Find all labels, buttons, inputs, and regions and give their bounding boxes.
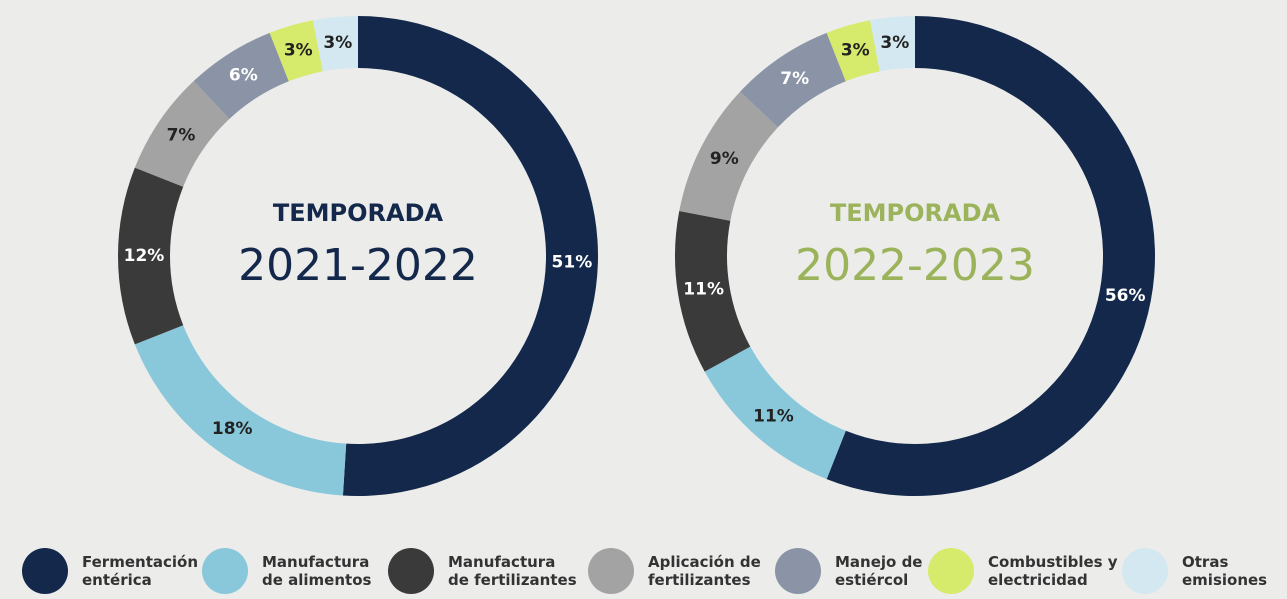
donut-segment — [193, 32, 289, 119]
donut-segment — [679, 91, 778, 221]
center-subtitle: 2022-2023 — [795, 240, 1035, 291]
center-title: TEMPORADA — [273, 199, 444, 227]
legend-swatch — [22, 548, 68, 594]
legend-swatch — [1122, 548, 1168, 594]
donut-segment — [134, 325, 347, 496]
legend-item: Otras emisiones — [1122, 548, 1287, 594]
center-title: TEMPORADA — [830, 199, 1001, 227]
data-label: 9% — [710, 149, 739, 169]
donut-segment — [704, 346, 846, 480]
data-label: 7% — [780, 69, 809, 89]
legend-item: Manejo de estiércol — [775, 548, 965, 594]
data-label: 3% — [841, 40, 870, 60]
legend-item: Combustibles y electricidad — [928, 548, 1118, 594]
legend-label: Combustibles y electricidad — [988, 553, 1118, 589]
donut-segment — [269, 20, 323, 82]
donut-segment — [870, 16, 915, 72]
data-label: 6% — [229, 65, 258, 85]
donut-segment — [342, 16, 599, 496]
data-label: 51% — [552, 253, 593, 273]
legend-item: Aplicación de fertilizantes — [588, 548, 778, 594]
data-label: 3% — [323, 33, 352, 53]
data-label: 11% — [683, 279, 724, 299]
donut-segment — [675, 211, 751, 372]
donut-segment — [313, 16, 358, 72]
legend-label: Manejo de estiércol — [835, 553, 923, 589]
donut-segment — [118, 167, 184, 345]
legend-label: Otras emisiones — [1182, 553, 1268, 589]
legend-swatch — [928, 548, 974, 594]
data-label: 3% — [880, 33, 909, 53]
legend-swatch — [388, 548, 434, 594]
legend-label: Manufactura de fertilizantes — [448, 553, 577, 589]
donut-segment — [740, 32, 846, 128]
data-label: 56% — [1105, 286, 1146, 306]
legend-swatch — [202, 548, 248, 594]
data-label: 7% — [167, 126, 196, 146]
donut-segment — [826, 16, 1156, 496]
center-subtitle: 2021-2022 — [238, 240, 478, 291]
legend-item: Fermentación entérica — [22, 548, 212, 594]
donut-segment — [826, 20, 880, 82]
legend-item: Manufactura de fertilizantes — [388, 548, 578, 594]
data-label: 18% — [212, 419, 253, 439]
data-label: 3% — [284, 40, 313, 60]
donut-segment — [134, 81, 230, 187]
legend-item: Manufactura de alimentos — [202, 548, 392, 594]
data-label: 12% — [124, 246, 165, 266]
legend-swatch — [775, 548, 821, 594]
legend-label: Aplicación de fertilizantes — [648, 553, 761, 589]
legend-label: Manufactura de alimentos — [262, 553, 372, 589]
data-label: 11% — [753, 407, 794, 427]
legend-label: Fermentación entérica — [82, 553, 199, 589]
legend-swatch — [588, 548, 634, 594]
